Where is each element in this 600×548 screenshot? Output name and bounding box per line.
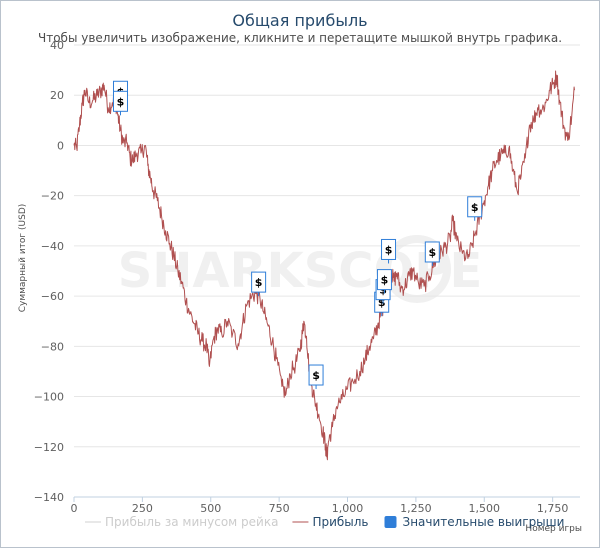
big-win-marker: $ [251, 271, 267, 297]
big-win-flag-label: $ [312, 369, 320, 382]
x-tick-label: 1,250 [400, 502, 432, 515]
x-tick-label: 1,000 [332, 502, 364, 515]
big-win-flag-label: $ [117, 95, 125, 108]
y-axis-ticks: 40 20 0 −20 −40 −60 −80 −100 −120 −140 [34, 39, 64, 504]
x-tick-label: 250 [132, 502, 153, 515]
chart-subtitle: Чтобы увеличить изображение, кликните и … [38, 31, 562, 45]
legend-label: Значительные выигрыши [403, 515, 565, 529]
big-win-flag-box [112, 90, 128, 112]
x-tick-label: 1,500 [469, 502, 501, 515]
big-wins-markers: $$$$$$$$$$ [112, 80, 483, 390]
y-tick-label: −100 [34, 391, 64, 404]
legend-swatch [384, 516, 397, 528]
big-win-flag-label: $ [379, 284, 387, 297]
big-win-marker: $ [381, 238, 397, 264]
big-win-flag-box [467, 196, 483, 218]
big-win-flag-label: $ [385, 243, 393, 256]
x-tick-label: 1,750 [537, 502, 569, 515]
x-axis-label: Номер игры [525, 524, 582, 534]
big-win-marker: $ [308, 364, 324, 390]
big-win-marker: $ [376, 269, 392, 294]
profit-series-line [73, 70, 575, 461]
x-tick-label: 0 [71, 502, 78, 515]
watermark-logo: SHARKSCOPE [118, 243, 483, 299]
series-group [73, 70, 575, 461]
y-tick-label: 40 [50, 39, 64, 52]
y-tick-label: −140 [34, 491, 64, 504]
legend-item: Прибыль за минусом рейка [85, 515, 278, 529]
big-win-marker: $ [112, 90, 128, 116]
big-win-flag-label: $ [378, 296, 386, 309]
big-win-flag-box [376, 269, 392, 291]
gridlines [74, 44, 580, 448]
legend-label: Прибыль [312, 515, 368, 529]
x-tick-label: 500 [200, 502, 221, 515]
legend-item: Прибыль [292, 515, 369, 529]
y-tick-label: −120 [34, 441, 64, 454]
y-tick-label: −60 [41, 290, 64, 303]
big-win-flag-label: $ [381, 274, 389, 287]
big-win-flag-box [424, 241, 440, 263]
x-axis-ticks: 0 250 500 750 1,000 1,250 1,500 1,750 [71, 497, 569, 515]
legend-label: Прибыль за минусом рейка [105, 515, 278, 529]
y-tick-label: −20 [41, 190, 64, 203]
legend-item: Значительные выигрыши [384, 515, 565, 529]
y-tick-label: −80 [41, 340, 64, 353]
big-win-flag-box [308, 364, 324, 386]
watermark-target-icon [383, 235, 451, 303]
big-win-marker: $ [424, 241, 440, 266]
big-win-flag-label: $ [471, 201, 479, 214]
y-tick-label: −40 [41, 240, 64, 253]
y-axis-label: Суммарный итог (USD) [18, 204, 28, 313]
big-win-flag-box [381, 238, 397, 260]
legend: Прибыль за минусом рейка Прибыль Значитель… [85, 515, 564, 529]
big-win-marker: $ [467, 196, 483, 221]
big-win-flag-label: $ [255, 276, 263, 289]
big-win-flag-label: $ [428, 246, 436, 259]
y-tick-label: 0 [57, 139, 64, 152]
big-win-flag-box [251, 271, 267, 293]
x-tick-label: 750 [269, 502, 290, 515]
y-tick-label: 20 [50, 89, 64, 102]
chart-title: Общая прибыль [232, 11, 367, 30]
